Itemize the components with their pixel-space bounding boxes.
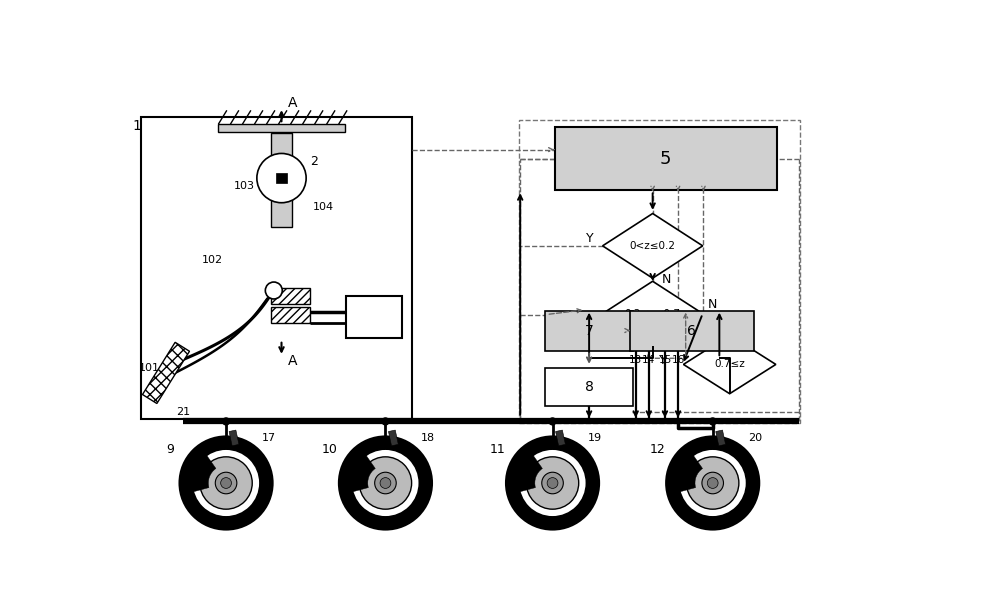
Circle shape — [200, 457, 252, 509]
Polygon shape — [683, 335, 776, 394]
Wedge shape — [666, 437, 759, 529]
Circle shape — [547, 477, 558, 488]
Polygon shape — [603, 281, 703, 346]
Circle shape — [359, 457, 412, 509]
Bar — [545, 367, 633, 406]
Text: 8: 8 — [585, 380, 594, 394]
Wedge shape — [351, 454, 375, 492]
Circle shape — [257, 154, 306, 203]
Text: 16: 16 — [671, 355, 685, 365]
Text: 4: 4 — [370, 310, 378, 324]
Circle shape — [526, 457, 579, 509]
Text: 19: 19 — [588, 433, 602, 443]
Text: 9: 9 — [167, 443, 175, 456]
Polygon shape — [603, 214, 703, 278]
Circle shape — [380, 477, 391, 488]
Text: 6: 6 — [687, 324, 696, 338]
Bar — [271, 132, 292, 227]
Wedge shape — [506, 437, 599, 529]
Text: N: N — [707, 298, 717, 311]
Text: A: A — [288, 96, 297, 110]
Bar — [141, 117, 412, 419]
Bar — [271, 288, 310, 304]
Circle shape — [707, 477, 718, 488]
Wedge shape — [518, 454, 542, 492]
Text: N: N — [662, 273, 671, 286]
Bar — [556, 430, 565, 446]
Text: 14: 14 — [642, 355, 655, 365]
Text: 20: 20 — [748, 433, 762, 443]
Circle shape — [666, 437, 759, 529]
Circle shape — [506, 437, 599, 529]
Circle shape — [265, 282, 282, 299]
Circle shape — [679, 449, 747, 517]
Circle shape — [180, 437, 272, 529]
Text: 18: 18 — [421, 433, 435, 443]
Text: Y: Y — [659, 354, 666, 367]
Circle shape — [192, 449, 260, 517]
Circle shape — [223, 418, 230, 425]
Text: 1: 1 — [133, 120, 142, 134]
Text: A: A — [288, 355, 297, 368]
Text: 17: 17 — [261, 433, 276, 443]
Bar — [519, 120, 800, 423]
Wedge shape — [678, 454, 703, 492]
Bar — [229, 430, 239, 446]
Text: 0.2<z<0.7: 0.2<z<0.7 — [625, 309, 681, 319]
Text: 2: 2 — [310, 155, 318, 168]
Text: 0.7≤z: 0.7≤z — [714, 359, 745, 370]
Text: 10: 10 — [322, 443, 338, 456]
Wedge shape — [191, 454, 216, 492]
Text: 11: 11 — [489, 443, 505, 456]
Circle shape — [375, 473, 396, 494]
Bar — [271, 307, 310, 323]
Circle shape — [709, 418, 716, 425]
Text: 7: 7 — [585, 324, 593, 338]
Bar — [545, 310, 633, 350]
Text: 103: 103 — [234, 181, 255, 191]
Circle shape — [542, 473, 563, 494]
Text: 15: 15 — [658, 355, 672, 365]
Text: 102: 102 — [202, 255, 223, 265]
Circle shape — [352, 449, 419, 517]
Text: 0<z≤0.2: 0<z≤0.2 — [630, 241, 676, 251]
Bar — [276, 172, 287, 183]
Text: Y: Y — [586, 232, 593, 244]
Text: 12: 12 — [649, 443, 665, 456]
Wedge shape — [180, 437, 272, 529]
Circle shape — [549, 418, 556, 425]
Bar — [346, 296, 402, 338]
Bar — [630, 310, 754, 350]
Wedge shape — [339, 437, 432, 529]
Bar — [555, 127, 777, 191]
Bar — [218, 124, 345, 132]
Circle shape — [221, 477, 231, 488]
Bar — [388, 430, 398, 446]
Bar — [142, 342, 190, 404]
Circle shape — [382, 418, 389, 425]
Circle shape — [687, 457, 739, 509]
Text: 21: 21 — [176, 407, 190, 417]
Circle shape — [702, 473, 723, 494]
Circle shape — [215, 473, 237, 494]
Bar — [716, 430, 726, 446]
Circle shape — [519, 449, 586, 517]
Circle shape — [339, 437, 432, 529]
Text: 5: 5 — [660, 150, 671, 168]
Text: 101: 101 — [139, 362, 160, 373]
Text: 13: 13 — [629, 355, 642, 365]
Text: 104: 104 — [313, 202, 334, 212]
